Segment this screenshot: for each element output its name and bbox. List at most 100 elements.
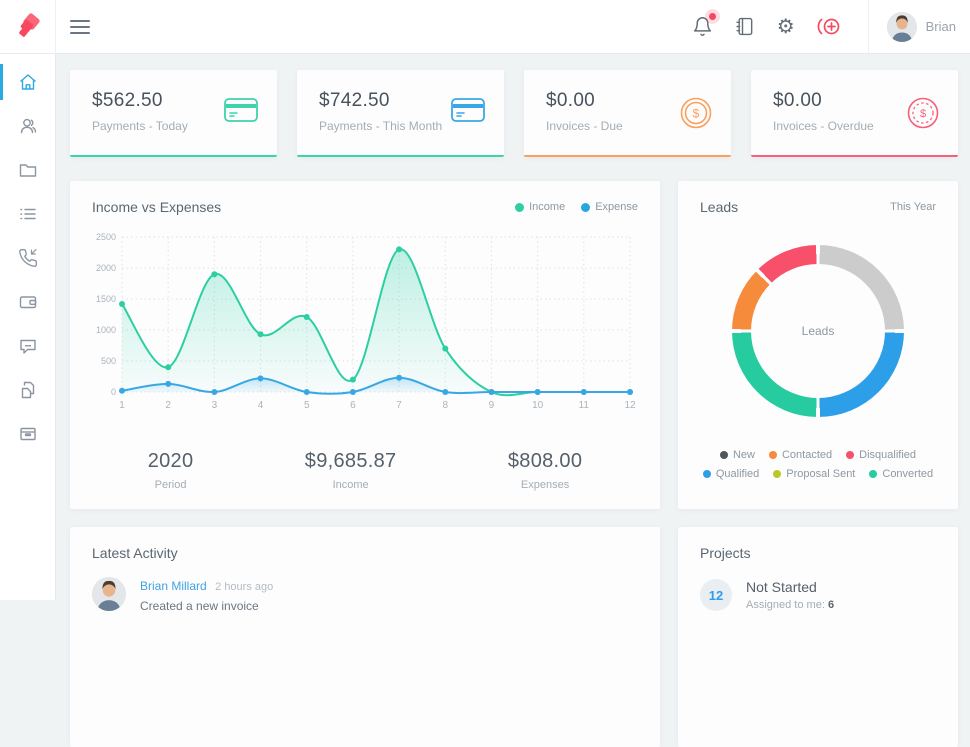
settings-button[interactable]: ⚙	[777, 17, 795, 37]
svg-text:11: 11	[579, 400, 590, 411]
summary-income: $9,685.87	[304, 450, 397, 472]
chat-icon	[19, 339, 36, 354]
bell-icon	[693, 17, 711, 36]
projects-title: Projects	[700, 545, 751, 561]
sidebar-item-documents[interactable]	[0, 368, 55, 412]
chart-legend: Income Expense	[515, 201, 638, 213]
top-header: ⚙ Brian	[0, 0, 970, 54]
legend-item-qualified[interactable]: Qualified	[702, 468, 759, 480]
legend-label: Expense	[595, 201, 638, 213]
list-icon	[19, 208, 36, 220]
activity-item: Brian Millard 2 hours ago Created a new …	[92, 577, 638, 613]
svg-text:5: 5	[304, 400, 310, 411]
stat-card-invoices-overdue[interactable]: $0.00 Invoices - Overdue $	[751, 70, 958, 157]
legend-item-proposal-sent[interactable]: Proposal Sent	[773, 468, 855, 480]
legend-item-disqualified[interactable]: Disqualified	[846, 449, 916, 461]
summary-label: Expenses	[520, 479, 570, 491]
stat-card-payments-today[interactable]: $562.50 Payments - Today	[70, 70, 277, 157]
stat-label: Invoices - Due	[546, 119, 623, 133]
activity-title: Latest Activity	[92, 545, 178, 561]
activity-time: 2 hours ago	[215, 581, 274, 593]
credit-card-icon	[451, 98, 485, 122]
svg-text:6: 6	[350, 400, 356, 411]
stat-amount: $562.50	[92, 90, 163, 111]
stat-amount: $0.00	[773, 90, 823, 111]
home-icon	[19, 74, 36, 90]
legend-item-income[interactable]: Income	[515, 201, 565, 213]
svg-text:2000: 2000	[96, 263, 116, 273]
sidebar-item-tasks[interactable]	[0, 192, 55, 236]
legend-item-converted[interactable]: Converted	[869, 468, 933, 480]
sidebar-item-files[interactable]	[0, 148, 55, 192]
legend-item-contacted[interactable]: Contacted	[768, 449, 832, 461]
gear-icon: ⚙	[776, 15, 795, 38]
sidebar-item-archive[interactable]	[0, 412, 55, 456]
svg-text:2500: 2500	[96, 232, 116, 242]
legend-item-new[interactable]: New	[719, 449, 755, 461]
stat-card-payments-month[interactable]: $742.50 Payments - This Month	[297, 70, 504, 157]
svg-text:9: 9	[489, 400, 495, 411]
expense-dot	[581, 202, 591, 212]
svg-text:7: 7	[396, 400, 402, 411]
sidebar-item-calls[interactable]	[0, 236, 55, 280]
coin-dashed-icon: $	[907, 97, 939, 129]
svg-text:1: 1	[119, 400, 125, 411]
user-name: Brian	[925, 19, 956, 34]
project-assigned: Assigned to me: 6	[746, 599, 835, 611]
svg-text:500: 500	[101, 356, 116, 366]
quick-add-button[interactable]	[817, 16, 842, 37]
activity-action: Created a new invoice	[140, 599, 259, 613]
stat-label: Invoices - Overdue	[773, 119, 874, 133]
sidebar-item-dashboard[interactable]	[0, 60, 55, 104]
quick-add-icon	[817, 18, 839, 35]
notifications-button[interactable]	[692, 13, 716, 37]
chart-title: Income vs Expenses	[92, 199, 222, 215]
svg-text:3: 3	[212, 400, 218, 411]
svg-text:4: 4	[258, 400, 264, 411]
address-book-button[interactable]	[735, 16, 755, 37]
stat-cards-row: $562.50 Payments - Today $742.50 Payment…	[70, 70, 958, 157]
legend-item-expense[interactable]: Expense	[581, 201, 638, 213]
sidebar-item-payments[interactable]	[0, 280, 55, 324]
summary-expenses: $808.00	[507, 450, 583, 472]
phone-incoming-icon	[18, 248, 37, 267]
svg-text:0: 0	[111, 387, 116, 397]
legend-label: Income	[529, 201, 566, 213]
latest-activity-panel: Latest Activity Brian Millard 2 hours ag…	[70, 527, 660, 747]
svg-text:2: 2	[165, 400, 171, 411]
svg-text:8: 8	[442, 400, 448, 411]
stat-amount: $0.00	[546, 90, 596, 111]
menu-icon[interactable]	[70, 16, 90, 38]
documents-icon	[21, 381, 34, 399]
svg-text:10: 10	[532, 400, 544, 411]
address-book-icon	[736, 17, 753, 36]
chart-summary: 2020 Period $9,685.87 Income $808.00 Exp…	[92, 450, 638, 491]
app-logo[interactable]	[0, 0, 56, 54]
sidebar-item-messages[interactable]	[0, 324, 55, 368]
notification-badge	[708, 13, 716, 20]
avatar	[886, 11, 917, 42]
leads-range-selector[interactable]: This Year	[890, 201, 936, 213]
project-status: Not Started	[746, 579, 817, 595]
leads-title: Leads	[700, 199, 739, 215]
svg-text:12: 12	[624, 400, 636, 411]
stat-label: Payments - This Month	[319, 119, 443, 133]
contacts-icon	[20, 118, 36, 134]
stat-label: Payments - Today	[92, 119, 188, 133]
income-dot	[515, 202, 525, 212]
svg-text:$: $	[920, 108, 926, 120]
leads-donut-chart: Leads	[732, 245, 904, 417]
stat-card-invoices-due[interactable]: $0.00 Invoices - Due $	[524, 70, 731, 157]
projects-panel: Projects 12 Not Started Assigned to me: …	[678, 527, 958, 747]
summary-label: Period	[154, 479, 187, 491]
user-menu[interactable]: Brian	[867, 0, 970, 54]
summary-period: 2020	[147, 450, 194, 472]
project-status-item[interactable]: 12 Not Started Assigned to me: 6	[700, 579, 936, 611]
svg-text:$: $	[693, 107, 700, 121]
sidebar-nav	[0, 54, 56, 600]
sidebar-item-contacts[interactable]	[0, 104, 55, 148]
leads-legend: New Contacted Disqualified Qualified Pro…	[700, 449, 936, 480]
credit-card-icon	[224, 98, 258, 122]
activity-user-link[interactable]: Brian Millard	[140, 579, 207, 593]
